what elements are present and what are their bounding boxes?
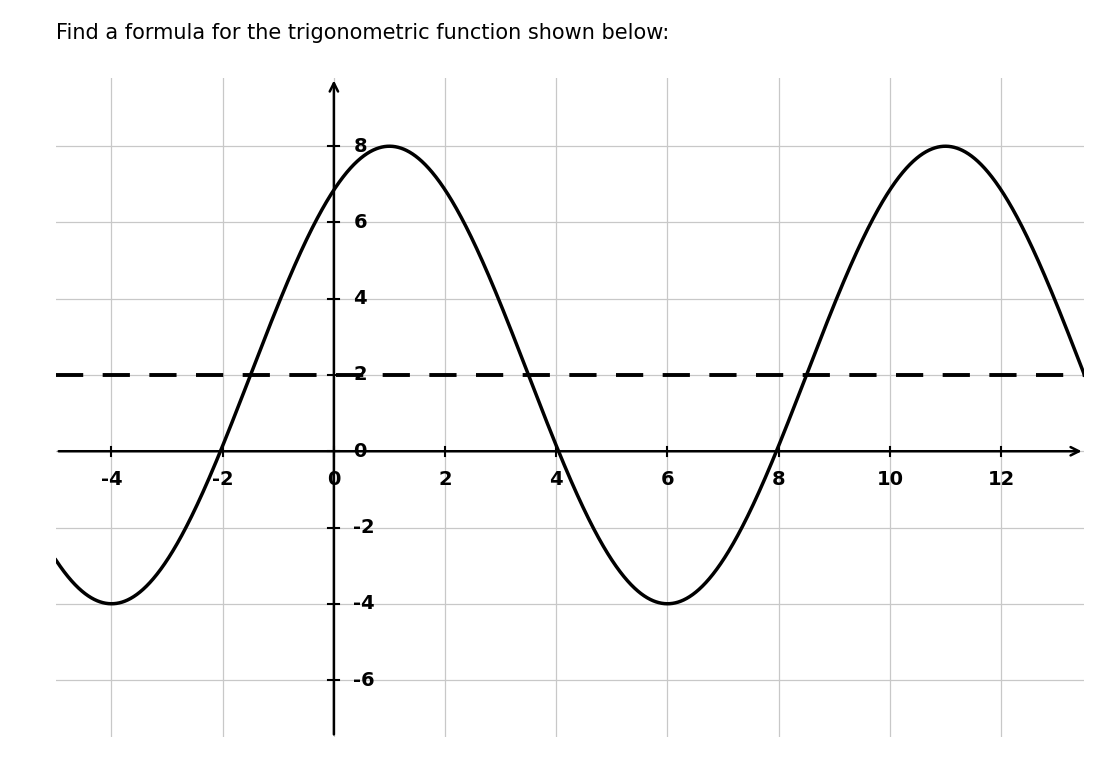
Text: 8: 8 (771, 470, 786, 490)
Text: -2: -2 (353, 518, 375, 537)
Text: 6: 6 (661, 470, 674, 490)
Text: -6: -6 (353, 670, 375, 690)
Text: 2: 2 (353, 365, 367, 384)
Text: -4: -4 (353, 594, 375, 613)
Text: -2: -2 (212, 470, 234, 490)
Text: 10: 10 (877, 470, 903, 490)
Text: 12: 12 (987, 470, 1015, 490)
Text: 8: 8 (353, 137, 367, 156)
Text: 6: 6 (353, 213, 367, 232)
Text: 0: 0 (328, 470, 341, 490)
Text: 4: 4 (353, 289, 367, 308)
Text: Find a formula for the trigonometric function shown below:: Find a formula for the trigonometric fun… (56, 23, 670, 43)
Text: -4: -4 (101, 470, 122, 490)
Text: 0: 0 (353, 442, 367, 461)
Text: 4: 4 (549, 470, 563, 490)
Text: 2: 2 (438, 470, 452, 490)
